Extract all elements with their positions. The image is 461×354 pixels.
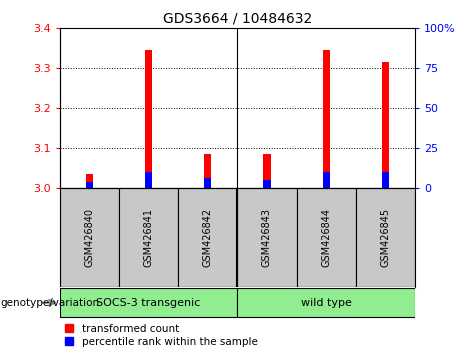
Bar (119, 188, 178, 287)
Legend: transformed count, percentile rank within the sample: transformed count, percentile rank withi… (65, 324, 258, 347)
Bar (263, 154, 271, 188)
Bar (382, 62, 389, 188)
Bar (86, 174, 93, 188)
Bar (178, 188, 237, 287)
Text: GSM426840: GSM426840 (84, 208, 95, 267)
Bar (60, 288, 237, 317)
Bar (323, 172, 330, 188)
Bar (86, 182, 93, 188)
Bar (237, 288, 415, 317)
Bar (145, 50, 152, 188)
Text: wild type: wild type (301, 298, 352, 308)
Bar (204, 178, 212, 188)
Bar (237, 188, 296, 287)
Bar (296, 188, 356, 287)
Text: GSM426843: GSM426843 (262, 208, 272, 267)
Bar (60, 188, 119, 287)
Bar (204, 154, 212, 188)
Bar (323, 50, 330, 188)
Text: genotype/variation: genotype/variation (0, 298, 99, 308)
Title: GDS3664 / 10484632: GDS3664 / 10484632 (163, 12, 312, 26)
Text: GSM426844: GSM426844 (321, 208, 331, 267)
Text: GSM426842: GSM426842 (203, 207, 213, 267)
Text: SOCS-3 transgenic: SOCS-3 transgenic (96, 298, 201, 308)
Text: GSM426845: GSM426845 (380, 207, 390, 267)
Bar (356, 188, 415, 287)
Bar (382, 172, 389, 188)
Text: GSM426841: GSM426841 (144, 208, 154, 267)
Bar (145, 172, 152, 188)
Bar (263, 180, 271, 188)
